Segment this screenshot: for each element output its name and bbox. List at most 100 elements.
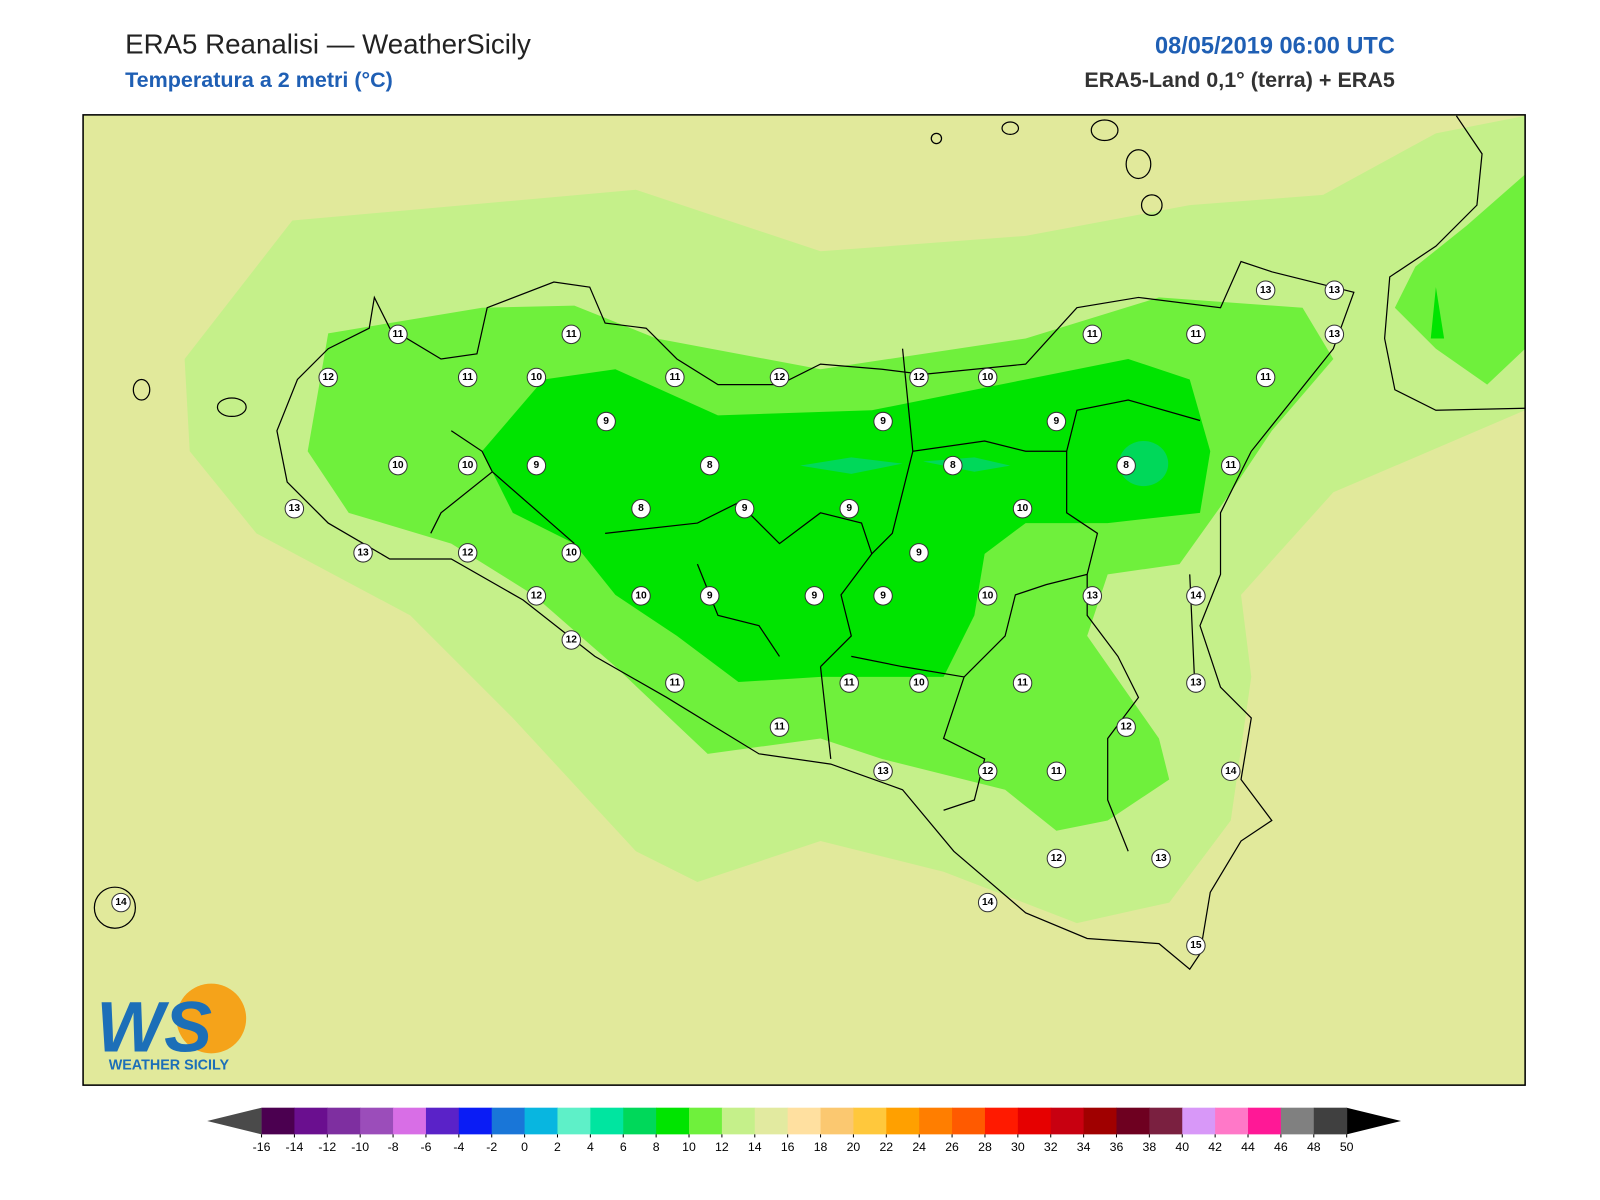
station-marker — [804, 586, 825, 606]
station-marker — [1186, 673, 1206, 693]
station-value: 11 — [1087, 329, 1098, 340]
station-value: 14 — [1225, 766, 1237, 777]
colorbar-tick-label: 32 — [1044, 1140, 1058, 1154]
colorbar-swatch — [1083, 1107, 1118, 1135]
datetime: 08/05/2019 06:00 UTC — [1155, 32, 1395, 58]
station-value: 9 — [1054, 416, 1060, 427]
station-marker — [977, 892, 998, 913]
colorbar-tick-label: 12 — [715, 1140, 729, 1154]
colorbar-swatch — [754, 1107, 789, 1135]
station-value: 13 — [1155, 853, 1167, 864]
colorbar-tick-label: 20 — [847, 1140, 861, 1154]
station-value: 11 — [566, 329, 577, 340]
station-marker — [769, 717, 790, 737]
colorbar-tick-label: 34 — [1077, 1140, 1091, 1154]
station-marker — [1324, 280, 1345, 300]
colorbar-tick-label: 14 — [748, 1140, 762, 1154]
colorbar-tick-label: 2 — [554, 1140, 561, 1154]
station-marker — [457, 543, 478, 563]
station-marker — [1046, 411, 1067, 432]
logo-sun — [176, 983, 247, 1054]
colorbar-tick-label: 0 — [521, 1140, 528, 1154]
colorbar-tick-label: 40 — [1175, 1140, 1189, 1154]
station-value: 9 — [880, 590, 886, 601]
source: ERA5-Land 0,1° (terra) + ERA5 — [1084, 68, 1395, 92]
stations: 11 11 12 11 10 11 12 12 10 11 11 13 13 13 11 9 9 9 10 10 9 8 8… — [111, 280, 1345, 956]
station-marker — [700, 586, 720, 606]
station-marker — [839, 673, 859, 693]
station-value: 12 — [913, 372, 925, 383]
station-value: 12 — [774, 372, 786, 383]
colorbar-tick-label: 6 — [620, 1140, 627, 1154]
colorbar-swatch — [919, 1107, 953, 1135]
station-value: 9 — [846, 503, 852, 514]
station-value: 12 — [566, 635, 578, 646]
colorbar-tick-label: 24 — [912, 1140, 926, 1154]
contour-8-10 — [1430, 287, 1445, 339]
colorbar-tick-label: 38 — [1143, 1140, 1157, 1154]
colorbar-swatch — [261, 1107, 295, 1135]
station-value: 10 — [913, 678, 925, 689]
station-value: 14 — [1190, 590, 1202, 601]
station-value: 12 — [323, 372, 335, 383]
coastline — [93, 115, 1526, 971]
station-marker — [943, 455, 963, 476]
colorbar: -16 -14 -12 -10 -8 -6 -4 -2 0 2 4 6 8 10 12 14 16 18 20 22 2… — [207, 1107, 1402, 1154]
colorbar-swatch — [360, 1107, 394, 1135]
colorbar-swatch — [689, 1107, 723, 1135]
station-value: 13 — [1190, 678, 1202, 689]
station-marker — [1324, 324, 1345, 345]
station-marker — [909, 673, 929, 693]
colorbar-swatch — [1248, 1107, 1282, 1135]
station-value: 12 — [462, 547, 474, 558]
station-marker — [353, 543, 373, 563]
colorbar-over — [1346, 1107, 1402, 1135]
station-marker — [665, 673, 685, 693]
station-marker — [873, 586, 893, 606]
colorbar-swatch — [491, 1107, 526, 1135]
station-value: 10 — [392, 460, 404, 471]
colorbar-swatch — [984, 1107, 1019, 1135]
station-marker — [1151, 848, 1171, 869]
station-marker — [631, 498, 651, 519]
station-value: 13 — [1329, 285, 1341, 296]
colorbar-swatch — [952, 1107, 986, 1135]
station-marker — [596, 411, 616, 432]
station-value: 9 — [812, 590, 818, 601]
colorbar-swatch — [590, 1107, 624, 1135]
colorbar-swatch — [1050, 1107, 1085, 1135]
station-value: 13 — [357, 547, 369, 558]
colorbar-swatch — [294, 1107, 328, 1135]
colorbar-tick-label: -14 — [286, 1140, 304, 1154]
station-value: 8 — [950, 460, 956, 471]
colorbar-swatch — [623, 1107, 657, 1135]
station-marker — [561, 630, 582, 650]
colorbar-tick-label: 46 — [1274, 1140, 1288, 1154]
station-value: 12 — [982, 766, 994, 777]
colorbar-tick-label: 4 — [587, 1140, 594, 1154]
colorbar-swatch — [425, 1107, 460, 1135]
station-marker — [873, 761, 893, 782]
colorbar-swatch — [557, 1107, 591, 1135]
colorbar-swatch — [458, 1107, 493, 1135]
map: 11 11 12 11 10 11 12 12 10 11 11 13 13 13 11 9 9 9 10 10 9 8 8… — [82, 114, 1526, 1086]
station-value: 8 — [1123, 460, 1129, 471]
station-value: 11 — [1017, 678, 1028, 689]
colorbar-tick-label: -16 — [253, 1140, 271, 1154]
station-marker — [1082, 324, 1103, 345]
colorbar-tick-label: 10 — [682, 1140, 696, 1154]
station-marker — [769, 367, 790, 388]
colorbar-tick-label: 44 — [1241, 1140, 1255, 1154]
colorbar-swatch — [721, 1107, 756, 1135]
colorbar-tick-label: -8 — [388, 1140, 399, 1154]
colorbar-tick-label: 42 — [1208, 1140, 1222, 1154]
station-marker — [1221, 455, 1241, 476]
station-value: 11 — [844, 678, 855, 689]
station-value: 10 — [531, 372, 543, 383]
station-marker — [457, 367, 478, 388]
station-marker — [977, 367, 998, 388]
station-marker — [318, 367, 338, 388]
station-marker — [526, 367, 547, 388]
station-marker — [1012, 673, 1033, 693]
